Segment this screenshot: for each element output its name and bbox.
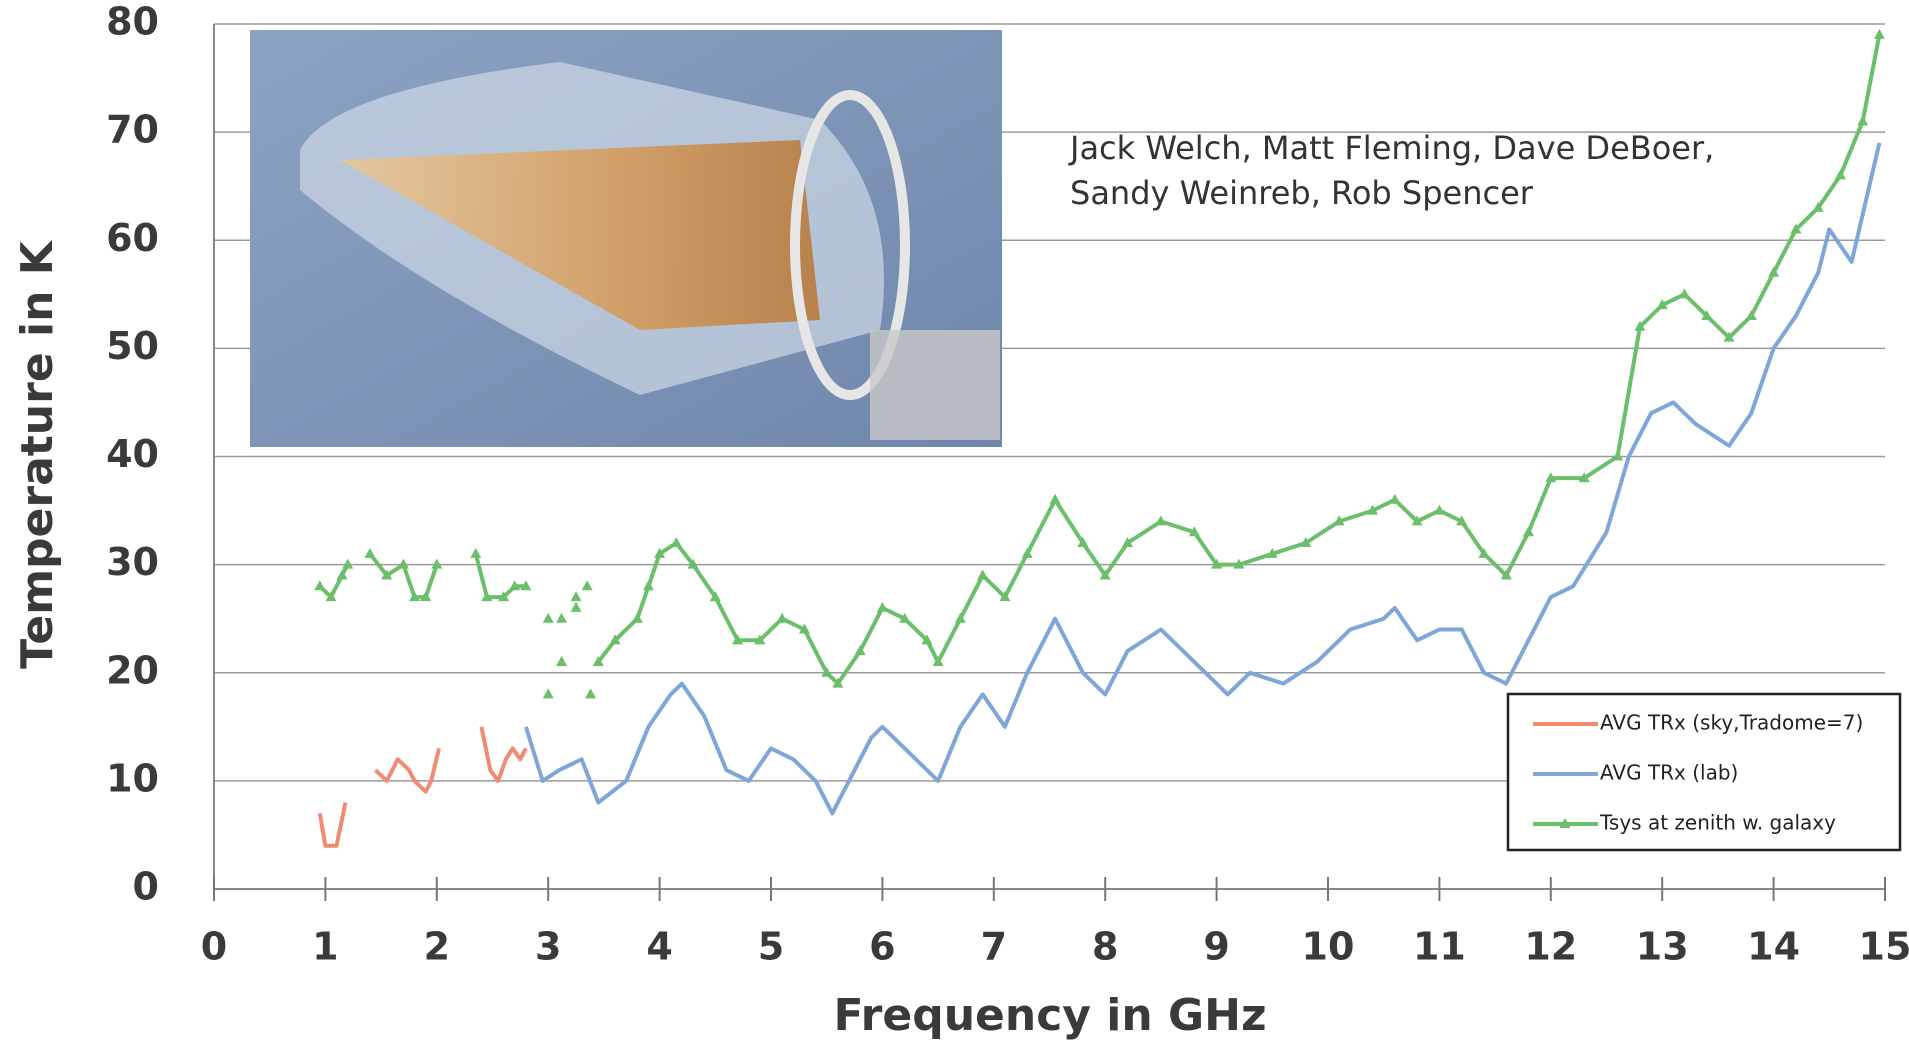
series-line [320,727,526,846]
y-tick-label: 0 [133,865,159,909]
page: {"chart_data":{"type":"line","x_label":"… [0,0,1909,1047]
y-tick-label: 30 [106,540,159,584]
legend-label: AVG TRx (sky,Tradome=7) [1600,711,1863,735]
point-marker [364,548,375,558]
point-marker [585,688,596,698]
x-tick-label: 6 [869,925,895,969]
point-marker [1050,494,1061,504]
point-marker [632,613,643,623]
point-marker [556,656,567,666]
x-tick-label: 14 [1747,925,1800,969]
y-tick-label: 50 [106,324,159,368]
point-marker [1155,515,1166,525]
x-tick-label: 9 [1203,925,1229,969]
y-tick-label: 70 [106,108,159,152]
legend-label: AVG TRx (lab) [1600,761,1738,785]
annotation: Jack Welch, Matt Fleming, Dave DeBoer, [1068,129,1714,167]
x-tick-label: 1 [312,925,338,969]
x-tick-label: 8 [1092,925,1118,969]
point-marker [1389,494,1400,504]
point-marker [543,688,554,698]
point-marker [431,559,442,569]
point-marker [1434,505,1445,515]
point-marker [571,591,582,601]
x-tick-label: 0 [201,925,227,969]
y-tick-label: 80 [106,0,159,44]
x-tick-label: 11 [1413,925,1466,969]
x-tick-label: 4 [646,925,672,969]
point-marker [571,602,582,612]
point-marker [1612,451,1623,461]
x-tick-label: 10 [1302,925,1355,969]
point-marker [671,537,682,547]
x-tick-label: 5 [758,925,784,969]
point-marker [398,559,409,569]
annotation: Sandy Weinreb, Rob Spencer [1070,174,1534,212]
y-tick-label: 40 [106,432,159,476]
y-axis-title: Temperature in K [12,239,63,669]
point-marker [314,580,325,590]
x-tick-label: 15 [1859,925,1909,969]
x-axis-title: Frequency in GHz [833,990,1266,1041]
y-tick-label: 60 [106,216,159,260]
point-marker [543,613,554,623]
y-tick-label: 10 [106,756,159,800]
point-marker [470,548,481,558]
legend: AVG TRx (sky,Tradome=7) AVG TRx (lab) Tsys… [1508,694,1900,850]
legend-label: Tsys at zenith w. galaxy [1599,811,1836,835]
point-marker [877,602,888,612]
point-marker [777,613,788,623]
x-tick-label: 13 [1636,925,1689,969]
point-marker [977,569,988,579]
point-marker [582,580,593,590]
point-marker [556,613,567,623]
point-marker [643,580,654,590]
chart: 010203040506070800123456789101112131415 … [0,0,1909,1047]
point-marker [1874,29,1885,39]
y-tick-label: 20 [106,648,159,692]
x-tick-label: 7 [981,925,1007,969]
photo [250,30,1002,447]
point-marker [342,559,353,569]
x-tick-label: 3 [535,925,561,969]
point-marker [1857,115,1868,125]
point-marker [1679,288,1690,298]
x-tick-label: 12 [1524,925,1577,969]
x-tick-label: 2 [424,925,450,969]
